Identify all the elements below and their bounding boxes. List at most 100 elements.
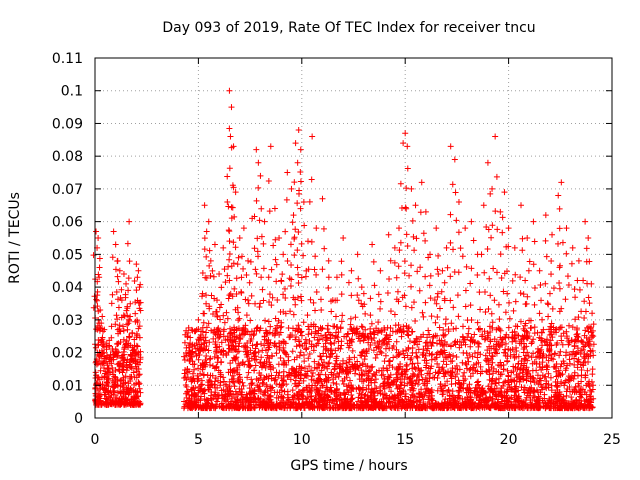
data-point (306, 351, 313, 358)
data-point (185, 324, 192, 331)
data-point (201, 202, 208, 209)
data-point (547, 374, 554, 381)
data-point (531, 324, 538, 331)
data-point (582, 218, 589, 225)
data-point (205, 218, 212, 225)
data-point (575, 359, 582, 366)
data-point (372, 355, 379, 362)
data-point (228, 405, 235, 412)
data-point (530, 350, 537, 357)
data-point (468, 265, 475, 272)
data-point (316, 375, 323, 382)
data-point (563, 328, 570, 335)
data-point (447, 297, 454, 304)
data-point (314, 337, 321, 344)
data-point (484, 159, 491, 166)
data-point (296, 342, 303, 349)
data-point (357, 394, 364, 401)
data-point (95, 393, 102, 400)
data-point (259, 286, 266, 293)
data-point (248, 376, 255, 383)
data-point (324, 325, 331, 332)
data-point (222, 388, 229, 395)
y-axis-title: ROTI / TECUs (7, 192, 23, 284)
data-point (328, 346, 335, 353)
data-point (230, 375, 237, 382)
data-point (235, 317, 242, 324)
data-point (325, 274, 332, 281)
data-point (97, 367, 104, 374)
data-point (384, 367, 391, 374)
data-point (334, 385, 341, 392)
data-point (528, 324, 535, 331)
data-point (243, 348, 250, 355)
data-point (536, 377, 543, 384)
data-point (488, 387, 495, 394)
data-point (578, 367, 585, 374)
data-point (273, 380, 280, 387)
data-point (133, 330, 140, 337)
data-point (399, 366, 406, 373)
data-point (590, 333, 597, 340)
data-point (185, 400, 192, 407)
data-point (199, 366, 206, 373)
data-point (404, 380, 411, 387)
data-point (266, 208, 273, 215)
data-point (272, 256, 279, 263)
data-point (568, 394, 575, 401)
x-axis-title: GPS time / hours (290, 458, 407, 474)
data-point (305, 238, 312, 245)
data-point (313, 342, 320, 349)
data-point (272, 325, 279, 332)
data-point (412, 318, 419, 325)
data-point (374, 351, 381, 358)
data-point (124, 396, 131, 403)
data-point (266, 393, 273, 400)
data-point (475, 382, 482, 389)
data-point (480, 202, 487, 209)
data-point (482, 309, 489, 316)
data-point (557, 363, 564, 370)
data-point (516, 370, 523, 377)
data-point (346, 354, 353, 361)
data-point (108, 300, 115, 307)
data-point (220, 312, 227, 319)
data-point (464, 394, 471, 401)
data-point (218, 358, 225, 365)
data-point (348, 267, 355, 274)
data-point (217, 349, 224, 356)
data-point (295, 228, 302, 235)
data-point (336, 369, 343, 376)
data-point (525, 267, 532, 274)
data-point (549, 305, 556, 312)
data-point (186, 368, 193, 375)
data-point (214, 326, 221, 333)
data-point (380, 380, 387, 387)
data-point (462, 287, 469, 294)
data-point (287, 241, 294, 248)
data-point (408, 355, 415, 362)
data-point (207, 355, 214, 362)
data-point (512, 298, 519, 305)
data-point (410, 233, 417, 240)
data-point (377, 298, 384, 305)
data-point (101, 385, 108, 392)
data-point (386, 357, 393, 364)
data-point (295, 127, 302, 133)
data-point (308, 238, 315, 245)
data-point (523, 366, 530, 373)
data-point (493, 385, 500, 392)
data-point (331, 390, 338, 397)
data-point (420, 230, 427, 237)
data-point (313, 225, 320, 232)
data-point (249, 388, 256, 395)
data-point (481, 269, 488, 276)
data-point (273, 278, 280, 285)
data-point (279, 377, 286, 384)
data-point (220, 244, 227, 251)
data-point (246, 390, 253, 397)
data-point (195, 356, 202, 363)
data-point (468, 218, 475, 225)
data-point (571, 286, 578, 293)
